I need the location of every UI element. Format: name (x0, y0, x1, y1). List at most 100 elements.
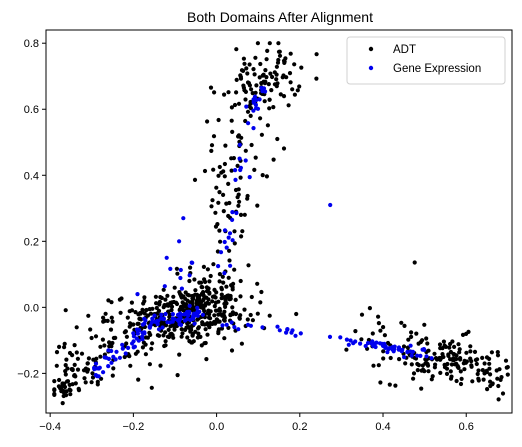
data-point-adt (63, 308, 68, 313)
data-point-adt (95, 382, 100, 387)
data-point-gene-expression (106, 348, 111, 353)
data-point-gene-expression (170, 312, 175, 317)
data-point-adt (192, 177, 198, 182)
data-point-adt (370, 331, 375, 336)
data-point-adt (382, 333, 387, 338)
data-point-adt (90, 375, 96, 380)
data-point-adt (264, 57, 269, 62)
data-point-adt (461, 361, 466, 366)
data-point-adt (107, 344, 112, 349)
data-point-gene-expression (131, 334, 136, 339)
data-point-adt (169, 331, 174, 336)
data-point-adt (205, 267, 210, 272)
data-point-adt (205, 119, 210, 124)
axes-frame (45, 29, 513, 414)
data-point-adt (68, 392, 73, 397)
data-point-adt (474, 361, 479, 367)
data-point-gene-expression (97, 365, 102, 370)
data-point-adt (449, 362, 454, 367)
data-point-gene-expression (184, 317, 190, 322)
data-point-adt (143, 335, 149, 340)
data-point-adt (209, 143, 215, 148)
data-point-adt (215, 222, 220, 227)
data-point-adt (238, 278, 243, 284)
data-point-adt (193, 329, 198, 334)
data-point-adt (448, 357, 453, 362)
data-point-adt (203, 327, 208, 332)
data-point-adt (234, 47, 239, 52)
data-point-gene-expression (114, 349, 119, 354)
data-point-adt (63, 372, 68, 377)
data-point-adt (244, 66, 249, 71)
data-point-adt (220, 313, 225, 318)
data-point-adt (258, 300, 263, 305)
y-tick-label: 0.8 (24, 38, 39, 50)
data-point-adt (64, 389, 69, 394)
data-point-adt (419, 368, 424, 373)
x-tick-label: 0.4 (375, 421, 390, 433)
data-point-adt (129, 308, 135, 313)
data-point-gene-expression (142, 321, 147, 326)
data-point-adt (221, 169, 226, 174)
data-point-gene-expression (178, 267, 183, 273)
data-point-adt (262, 99, 267, 104)
data-point-adt (215, 319, 220, 324)
data-point-adt (295, 88, 300, 93)
data-point-adt (230, 129, 235, 134)
data-point-adt (226, 325, 231, 330)
data-point-gene-expression (237, 142, 242, 147)
data-point-adt (216, 329, 221, 334)
data-point-adt (217, 306, 222, 311)
data-point-adt (495, 376, 500, 381)
data-point-adt (200, 303, 205, 308)
data-point-adt (218, 239, 223, 244)
data-point-adt (464, 350, 469, 355)
data-point-adt (457, 350, 462, 355)
data-point-adt (267, 106, 272, 111)
data-point-gene-expression (192, 321, 197, 326)
data-point-gene-expression (277, 328, 282, 333)
data-point-adt (278, 92, 283, 97)
data-point-adt (88, 327, 93, 332)
data-point-gene-expression (177, 319, 182, 324)
data-point-adt (217, 279, 222, 284)
data-point-gene-expression (111, 354, 116, 359)
data-point-adt (251, 67, 256, 72)
data-point-adt (119, 296, 124, 301)
data-point-adt (209, 204, 214, 209)
data-point-adt (236, 101, 242, 106)
data-point-adt (495, 353, 501, 358)
data-point-adt (195, 317, 200, 322)
data-point-gene-expression (248, 323, 253, 328)
data-point-adt (118, 310, 123, 315)
data-point-adt (208, 321, 213, 326)
data-point-adt (206, 308, 211, 313)
data-point-adt (243, 118, 248, 124)
data-point-gene-expression (251, 99, 256, 104)
data-point-adt (371, 363, 376, 368)
data-point-adt (401, 344, 407, 349)
data-point-gene-expression (142, 330, 147, 335)
data-point-adt (272, 70, 277, 75)
data-point-gene-expression (293, 333, 298, 338)
data-point-gene-expression (140, 337, 145, 342)
data-point-adt (217, 164, 222, 170)
data-point-adt (109, 300, 114, 305)
data-point-adt (227, 248, 232, 253)
data-point-adt (201, 293, 206, 298)
data-point-adt (222, 301, 227, 306)
data-point-gene-expression (236, 327, 241, 332)
data-point-adt (227, 258, 232, 263)
data-point-adt (264, 174, 269, 179)
data-point-adt (409, 334, 414, 339)
data-point-gene-expression (408, 349, 413, 354)
data-point-adt (433, 362, 438, 367)
data-point-adt (287, 71, 293, 76)
data-point-adt (367, 306, 372, 311)
data-point-adt (281, 73, 286, 78)
data-point-adt (226, 181, 231, 186)
data-point-gene-expression (399, 349, 404, 354)
data-point-adt (136, 377, 141, 382)
legend-label-gene-expression: Gene Expression (393, 63, 481, 75)
data-point-adt (441, 339, 446, 344)
